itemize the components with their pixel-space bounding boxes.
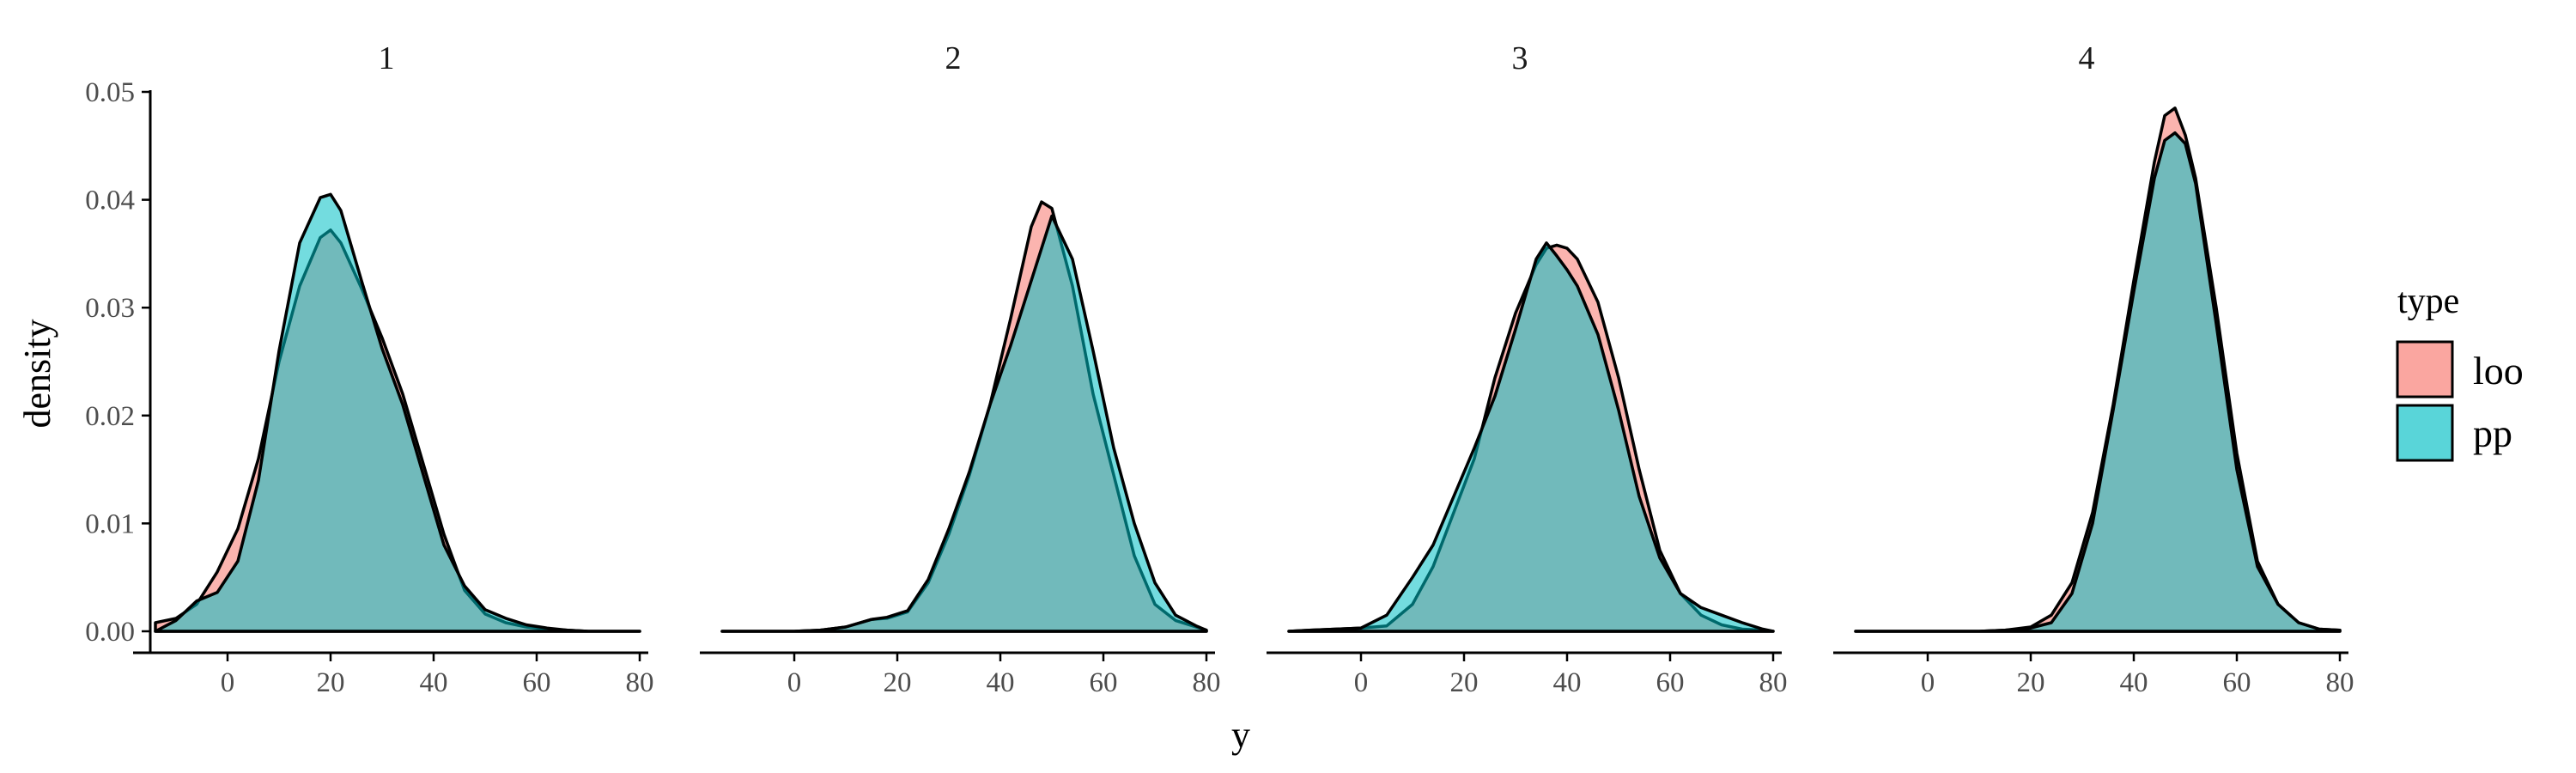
- legend-label-pp: pp: [2473, 411, 2512, 455]
- legend-key-loo: [2396, 340, 2454, 399]
- y-tick-label: 0.03: [85, 293, 135, 324]
- x-tick-label: 20: [884, 667, 912, 698]
- legend: type loo pp: [2396, 282, 2524, 462]
- x-axis-title: y: [1231, 714, 1250, 756]
- x-tick-label: 20: [1450, 667, 1479, 698]
- x-tick-label: 0: [1354, 667, 1369, 698]
- x-tick-label: 60: [523, 667, 551, 698]
- legend-label-loo: loo: [2473, 349, 2524, 393]
- facet-panel-3: 3 0 20 40 60 80: [1267, 40, 1788, 698]
- facet-strip-label: 4: [2079, 40, 2095, 76]
- x-tick-label: 80: [2326, 667, 2354, 698]
- x-tick-label: 80: [1759, 667, 1788, 698]
- x-tick-label: 40: [987, 667, 1015, 698]
- legend-title: type: [2397, 282, 2459, 321]
- x-tick-label: 20: [2017, 667, 2045, 698]
- facet-panel-1: 1 0 20 40 60 80 0.00 0.01 0.02 0.03 0.04 0.05: [85, 40, 653, 698]
- x-tick-label: 20: [317, 667, 345, 698]
- y-tick-label: 0.02: [85, 401, 135, 432]
- x-tick-label: 80: [626, 667, 654, 698]
- x-tick-label: 60: [1656, 667, 1685, 698]
- facet-strip-label: 3: [1512, 40, 1528, 76]
- legend-key-pp: [2396, 404, 2454, 462]
- y-tick-label: 0.01: [85, 508, 135, 539]
- x-tick-label: 40: [420, 667, 448, 698]
- density-area-pp: [154, 192, 641, 633]
- x-tick-label: 0: [1921, 667, 1935, 698]
- facet-strip-label: 2: [945, 40, 962, 76]
- y-tick-label: 0.00: [85, 617, 135, 648]
- facet-panel-4: 40 20 40 60 80: [1833, 40, 2354, 698]
- y-axis-title: density: [16, 319, 58, 428]
- x-tick-label: 80: [1193, 667, 1221, 698]
- x-tick-label: 0: [787, 667, 802, 698]
- density-area-pp: [1287, 241, 1775, 633]
- facet-strip-label: 1: [379, 40, 395, 76]
- x-tick-label: 40: [1553, 667, 1582, 698]
- density-area-pp: [1854, 131, 2342, 633]
- y-tick-label: 0.04: [85, 186, 135, 216]
- x-tick-label: 0: [221, 667, 235, 698]
- density-area-pp: [720, 214, 1208, 633]
- facet-panel-2: 20 20 40 60 80: [700, 40, 1221, 698]
- x-tick-label: 40: [2120, 667, 2148, 698]
- y-tick-label: 0.05: [85, 77, 135, 108]
- x-tick-label: 60: [2223, 667, 2251, 698]
- x-tick-label: 60: [1090, 667, 1118, 698]
